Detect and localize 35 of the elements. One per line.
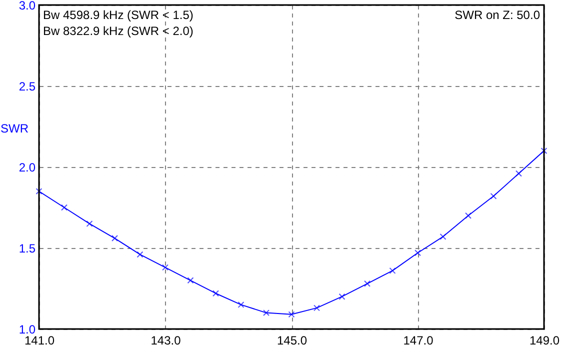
point [364, 280, 370, 287]
point [490, 192, 497, 200]
point [263, 310, 270, 316]
point [136, 251, 144, 258]
x-tick-label: 147.0 [403, 334, 434, 348]
annotation: Bw 8322.9 kHz (SWR < 2.0) [43, 24, 194, 38]
point [86, 220, 93, 227]
y-tick-label: 3.0 [18, 0, 36, 12]
x-tick-label: 143.0 [150, 334, 182, 348]
x-tick-label: 145.0 [276, 334, 308, 348]
point [465, 212, 472, 219]
point [389, 267, 396, 274]
point [440, 233, 446, 240]
point [187, 277, 194, 284]
y-tick-label: 1.5 [18, 242, 36, 256]
point [516, 170, 522, 177]
y-tick-label: 2.5 [18, 80, 36, 94]
y-axis-title: SWR [0, 122, 29, 136]
point [61, 204, 68, 211]
point [288, 311, 295, 318]
point [112, 235, 118, 242]
y-tick-label: 1.0 [18, 322, 36, 336]
point [162, 264, 168, 271]
annotation: Bw 4598.9 kHz (SWR < 1.5) [43, 8, 194, 22]
y-tick-label: 2.0 [18, 160, 36, 174]
point [338, 293, 346, 300]
point [414, 250, 421, 256]
point [36, 188, 42, 195]
point [212, 290, 219, 297]
x-tick-label: 149.0 [529, 334, 560, 348]
point [238, 301, 244, 308]
annotation: SWR on Z: 50.0 [454, 8, 540, 22]
point [540, 148, 548, 154]
point [314, 304, 320, 312]
x-tick-label: 141.0 [24, 334, 55, 348]
